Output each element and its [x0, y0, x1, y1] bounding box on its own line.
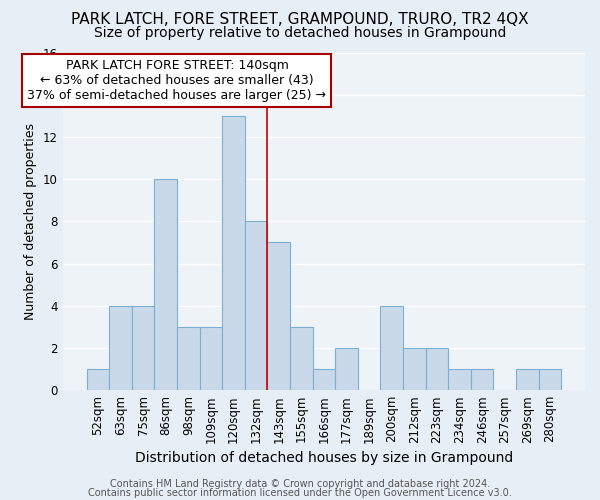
Bar	[539, 369, 561, 390]
Text: PARK LATCH FORE STREET: 140sqm
← 63% of detached houses are smaller (43)
37% of : PARK LATCH FORE STREET: 140sqm ← 63% of …	[28, 59, 326, 102]
Text: Contains HM Land Registry data © Crown copyright and database right 2024.: Contains HM Land Registry data © Crown c…	[110, 479, 490, 489]
Bar	[403, 348, 425, 390]
Bar	[290, 327, 313, 390]
Bar	[425, 348, 448, 390]
Bar	[268, 242, 290, 390]
Bar	[132, 306, 154, 390]
Bar	[200, 327, 222, 390]
Bar	[448, 369, 471, 390]
Y-axis label: Number of detached properties: Number of detached properties	[25, 123, 37, 320]
Text: PARK LATCH, FORE STREET, GRAMPOUND, TRURO, TR2 4QX: PARK LATCH, FORE STREET, GRAMPOUND, TRUR…	[71, 12, 529, 28]
Bar	[154, 179, 177, 390]
Bar	[380, 306, 403, 390]
Bar	[222, 116, 245, 390]
Bar	[86, 369, 109, 390]
Bar	[109, 306, 132, 390]
Bar	[313, 369, 335, 390]
Bar	[516, 369, 539, 390]
Bar	[335, 348, 358, 390]
Bar	[177, 327, 200, 390]
Text: Contains public sector information licensed under the Open Government Licence v3: Contains public sector information licen…	[88, 488, 512, 498]
Bar	[471, 369, 493, 390]
X-axis label: Distribution of detached houses by size in Grampound: Distribution of detached houses by size …	[135, 451, 513, 465]
Text: Size of property relative to detached houses in Grampound: Size of property relative to detached ho…	[94, 26, 506, 40]
Bar	[245, 222, 268, 390]
